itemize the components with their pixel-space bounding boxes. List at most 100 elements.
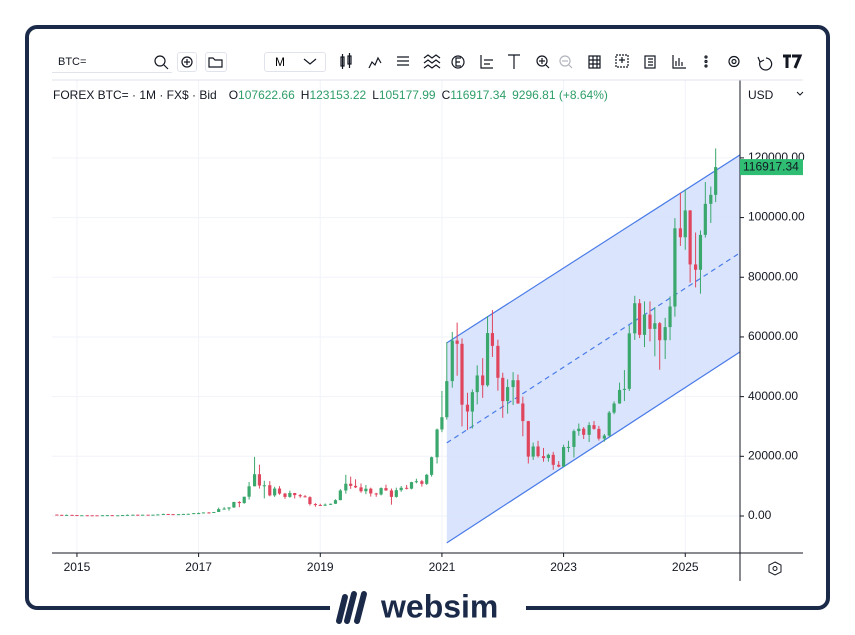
candle-body — [166, 513, 170, 515]
candle-body — [105, 515, 109, 517]
candle-body — [303, 496, 307, 498]
interval-chevron[interactable] — [303, 58, 317, 65]
y-tick-label: 80000.00 — [748, 269, 798, 283]
candle-body — [455, 340, 459, 344]
folder-icon[interactable] — [208, 57, 223, 68]
candle-body — [116, 515, 120, 517]
candle-body — [607, 412, 611, 436]
select-icon[interactable] — [615, 54, 629, 68]
high-label: H — [300, 88, 310, 102]
x-tick-label: 2021 — [429, 560, 456, 574]
currency[interactable]: USD — [748, 88, 774, 102]
candle-body — [90, 515, 94, 517]
candle-body — [283, 493, 287, 497]
open-value: 107622.66 — [238, 88, 295, 102]
candle-body — [110, 515, 114, 517]
candle-body — [582, 428, 586, 435]
last-price-label: 116917.34 — [743, 159, 799, 173]
candle-body — [450, 340, 454, 382]
candle-body — [313, 504, 317, 506]
candle-body — [445, 381, 449, 418]
open-button[interactable] — [205, 52, 227, 72]
candle-body — [242, 496, 246, 504]
events-icon[interactable] — [451, 55, 465, 69]
candle-body — [627, 333, 631, 389]
candle-body — [526, 421, 530, 457]
y-tick-label: 0.00 — [748, 508, 772, 522]
candle-body — [561, 447, 566, 467]
candle-body — [247, 486, 251, 497]
candle-body — [668, 306, 672, 328]
candle-body — [55, 514, 59, 516]
search-icon[interactable] — [154, 55, 166, 67]
candle-body — [136, 514, 140, 516]
candle-body — [227, 507, 231, 509]
candle-body — [475, 375, 479, 393]
settings-icon-dot — [772, 566, 778, 571]
symbol-search[interactable]: BTC= — [52, 51, 172, 73]
candle-body — [506, 387, 510, 402]
text-icon[interactable] — [508, 54, 520, 69]
candle-body — [414, 481, 418, 483]
candle-body — [688, 210, 692, 265]
candle-body — [405, 487, 409, 489]
draw-icon[interactable] — [480, 55, 493, 69]
candle-body — [425, 474, 429, 484]
candle-body — [516, 380, 520, 404]
candle-body — [374, 493, 378, 495]
stats-icon[interactable] — [672, 55, 686, 69]
candle-body — [323, 504, 327, 506]
wave-icon[interactable] — [423, 54, 441, 69]
candle-body — [394, 490, 398, 497]
reset-icon[interactable] — [757, 56, 773, 71]
last-price-box — [740, 159, 803, 176]
candle-body — [161, 513, 165, 515]
candle-body — [546, 454, 550, 459]
logo: websim — [330, 588, 526, 624]
y-tick-label: 100000.00 — [748, 210, 805, 224]
zoom-out-icon[interactable] — [559, 55, 571, 67]
compare-icon[interactable] — [181, 56, 193, 68]
candle-body — [440, 417, 444, 430]
candle-body — [703, 203, 707, 235]
candle-body — [648, 314, 652, 329]
x-tick-label: 2025 — [672, 560, 699, 574]
settings-top-icon[interactable] — [728, 55, 740, 68]
indicators-icon[interactable] — [368, 56, 382, 69]
candle-body — [485, 333, 490, 386]
legend-header: FOREX BTC= · 1M · FX$ · Bid O107622.66 H12… — [53, 88, 614, 102]
candle-body — [389, 490, 394, 497]
candle-body — [95, 515, 99, 517]
candle-body — [379, 488, 383, 495]
settings-icon[interactable] — [768, 561, 782, 576]
candle-body — [409, 482, 414, 489]
candle-body — [496, 345, 500, 378]
candle-body — [420, 481, 424, 484]
candle-body — [698, 234, 703, 270]
candle-body — [435, 429, 439, 458]
interval-select[interactable]: M — [264, 52, 326, 72]
zoom-in-icon[interactable] — [536, 55, 548, 67]
y-tick-label: 60000.00 — [748, 329, 798, 343]
compare-button[interactable] — [177, 52, 197, 72]
candle-body — [212, 511, 216, 513]
candle-body — [673, 228, 677, 307]
more-icon[interactable] — [704, 55, 708, 59]
candle-body — [125, 514, 130, 516]
candle-body — [333, 500, 338, 504]
candle-body — [75, 515, 79, 517]
candle-body — [192, 513, 196, 515]
x-tick-label: 2019 — [307, 560, 334, 574]
candle-body — [642, 314, 647, 335]
close-label: C — [441, 88, 451, 102]
currency-chevron[interactable] — [796, 91, 804, 96]
layers-icon[interactable] — [397, 56, 409, 66]
candle-body — [622, 388, 627, 390]
candle-body — [658, 323, 662, 341]
notes-icon[interactable] — [644, 55, 656, 69]
candle-body — [551, 454, 555, 465]
candle-body — [252, 474, 257, 487]
table-icon[interactable] — [588, 55, 601, 69]
candle-body — [64, 514, 69, 516]
